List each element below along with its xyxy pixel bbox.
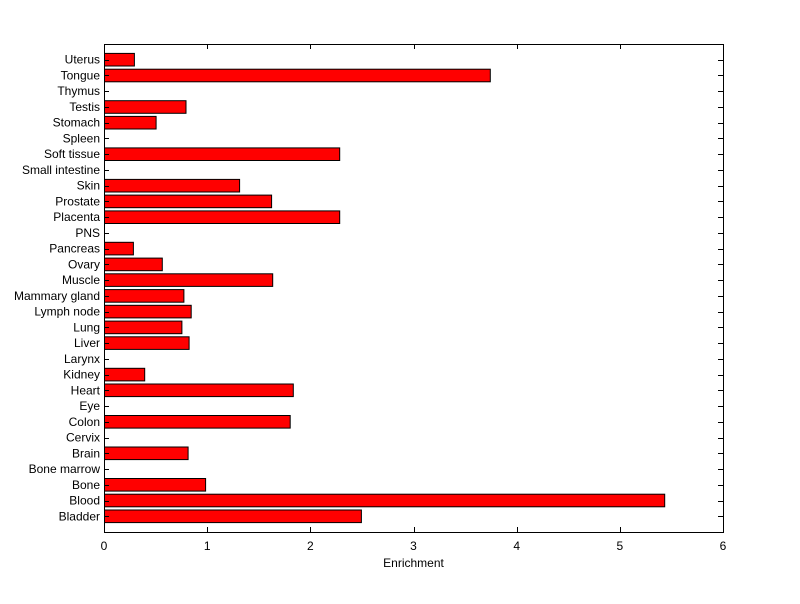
plot-frame xyxy=(104,44,724,533)
bar-uterus xyxy=(104,52,135,67)
category-label-kidney: Kidney xyxy=(63,368,100,382)
category-label-small-intestine: Small intestine xyxy=(22,163,100,177)
category-label-bone: Bone xyxy=(72,478,100,492)
bar-colon xyxy=(104,415,291,429)
bar-bladder xyxy=(104,509,362,524)
category-label-prostate: Prostate xyxy=(55,194,100,208)
bar-kidney xyxy=(104,367,146,382)
x-tick-label: 6 xyxy=(720,539,727,553)
bar-lymph-node xyxy=(104,304,192,319)
bar-heart xyxy=(104,383,294,398)
category-label-ovary: Ovary xyxy=(68,257,100,271)
category-label-spleen: Spleen xyxy=(63,131,100,145)
x-tick-label: 0 xyxy=(101,539,108,553)
category-label-pns: PNS xyxy=(75,226,100,240)
category-label-colon: Colon xyxy=(69,415,100,429)
x-tick-labels: 0 1 2 3 4 5 6 xyxy=(101,539,727,553)
bar-blood xyxy=(104,493,666,508)
bar-pancreas xyxy=(104,241,134,256)
category-label-bladder: Bladder xyxy=(59,509,100,523)
bar-prostate xyxy=(104,194,273,209)
bar-liver xyxy=(104,336,190,350)
x-axis-title: Enrichment xyxy=(383,556,444,570)
category-label-placenta: Placenta xyxy=(53,210,100,224)
bar-bone xyxy=(104,478,207,492)
category-label-skin: Skin xyxy=(77,179,100,193)
bar-mammary-gland xyxy=(104,289,185,303)
bar-testis xyxy=(104,100,187,114)
bar-skin xyxy=(104,178,241,193)
category-label-stomach: Stomach xyxy=(53,116,100,130)
bar-stomach xyxy=(104,115,157,130)
bar-tongue xyxy=(104,68,491,83)
category-label-liver: Liver xyxy=(74,336,100,350)
category-label-pancreas: Pancreas xyxy=(49,242,100,256)
x-tick-label: 5 xyxy=(616,539,623,553)
category-label-lung: Lung xyxy=(73,320,100,334)
bar-brain xyxy=(104,446,189,461)
bar-muscle xyxy=(104,273,274,287)
bar-soft-tissue xyxy=(104,147,341,161)
bar-placenta xyxy=(104,210,341,224)
category-label-soft-tissue: Soft tissue xyxy=(44,147,100,161)
category-label-larynx: Larynx xyxy=(64,352,100,366)
category-label-mammary-gland: Mammary gland xyxy=(14,289,100,303)
x-tick-label: 3 xyxy=(410,539,417,553)
category-label-uterus: Uterus xyxy=(65,53,100,67)
category-label-eye: Eye xyxy=(79,399,100,413)
bars-layer xyxy=(104,52,666,524)
category-label-heart: Heart xyxy=(71,383,101,397)
bar-lung xyxy=(104,320,183,335)
x-tick-label: 4 xyxy=(513,539,520,553)
category-label-tongue: Tongue xyxy=(61,68,101,82)
category-label-thymus: Thymus xyxy=(57,84,100,98)
category-label-testis: Testis xyxy=(69,100,100,114)
category-label-muscle: Muscle xyxy=(62,273,100,287)
category-label-lymph-node: Lymph node xyxy=(34,305,100,319)
category-label-blood: Blood xyxy=(69,494,100,508)
category-label-cervix: Cervix xyxy=(66,431,100,445)
bar-ovary xyxy=(104,257,163,272)
category-label-brain: Brain xyxy=(72,446,100,460)
ticks-layer xyxy=(104,44,724,532)
category-label-bone-marrow: Bone marrow xyxy=(29,462,101,476)
x-tick-label: 2 xyxy=(307,539,314,553)
x-tick-label: 1 xyxy=(204,539,211,553)
